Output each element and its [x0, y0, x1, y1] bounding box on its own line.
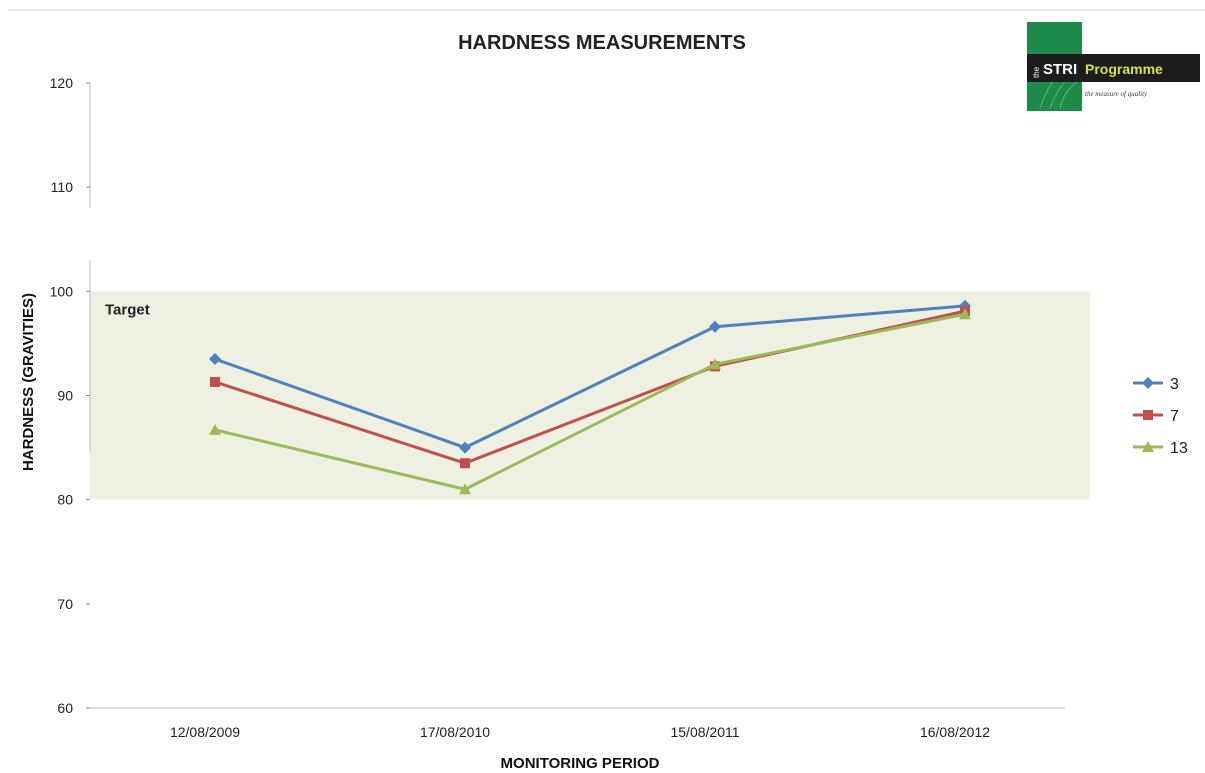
data-point-3: [709, 320, 721, 333]
y-tick-label: 70: [57, 596, 73, 612]
chart-title: HARDNESS MEASUREMENTS: [458, 32, 746, 54]
legend-label-13: 13: [1170, 440, 1188, 457]
target-band-label: Target: [105, 301, 150, 318]
data-series: [209, 299, 971, 495]
x-tick-label: 12/08/2009: [170, 724, 240, 740]
data-point-7: [460, 458, 470, 469]
x-tick-label: 17/08/2010: [420, 724, 490, 740]
x-tick-label: 16/08/2012: [920, 724, 990, 740]
data-point-7: [210, 376, 220, 387]
logo-stri-text: STRI: [1043, 61, 1077, 78]
y-tick-label: 90: [57, 388, 73, 404]
x-tick-label: 15/08/2011: [670, 724, 739, 740]
logo-programme-text: Programme: [1085, 61, 1163, 77]
legend: 3 7 13: [1133, 376, 1188, 457]
data-point-13: [459, 483, 471, 495]
logo-the-text: the: [1032, 66, 1041, 78]
y-tick-label: 120: [50, 75, 74, 91]
data-point-3: [459, 441, 471, 454]
x-axis-ticks: 12/08/2009 17/08/2010 15/08/2011 16/08/2012: [170, 724, 990, 740]
legend-label-3: 3: [1170, 376, 1179, 393]
data-point-13: [209, 423, 221, 435]
legend-marker-3: [1142, 377, 1154, 389]
logo-dark-bar: [1027, 54, 1200, 82]
series-line-13: [214, 312, 966, 491]
data-point-3: [209, 353, 221, 366]
legend-label-7: 7: [1170, 408, 1179, 425]
series-line-3: [214, 304, 966, 450]
x-axis-title: MONITORING PERIOD: [501, 755, 660, 772]
target-band: [90, 291, 1090, 500]
logo-tagline-text: the measure of quality: [1085, 90, 1148, 98]
data-point-13: [709, 358, 721, 370]
legend-marker-13: [1142, 441, 1154, 452]
stri-logo: the STRI Programme the measure of qualit…: [1027, 22, 1200, 111]
legend-marker-7: [1143, 410, 1153, 420]
y-tick-label: 110: [51, 179, 74, 195]
y-tick-label: 100: [50, 283, 74, 299]
y-axis-ticks: 60 70 80 90 100 110 120: [50, 75, 90, 716]
y-axis-title: HARDNESS (GRAVITIES): [20, 293, 37, 471]
data-point-13: [959, 308, 971, 320]
y-tick-label: 80: [57, 492, 73, 508]
y-tick-label: 60: [57, 700, 73, 716]
